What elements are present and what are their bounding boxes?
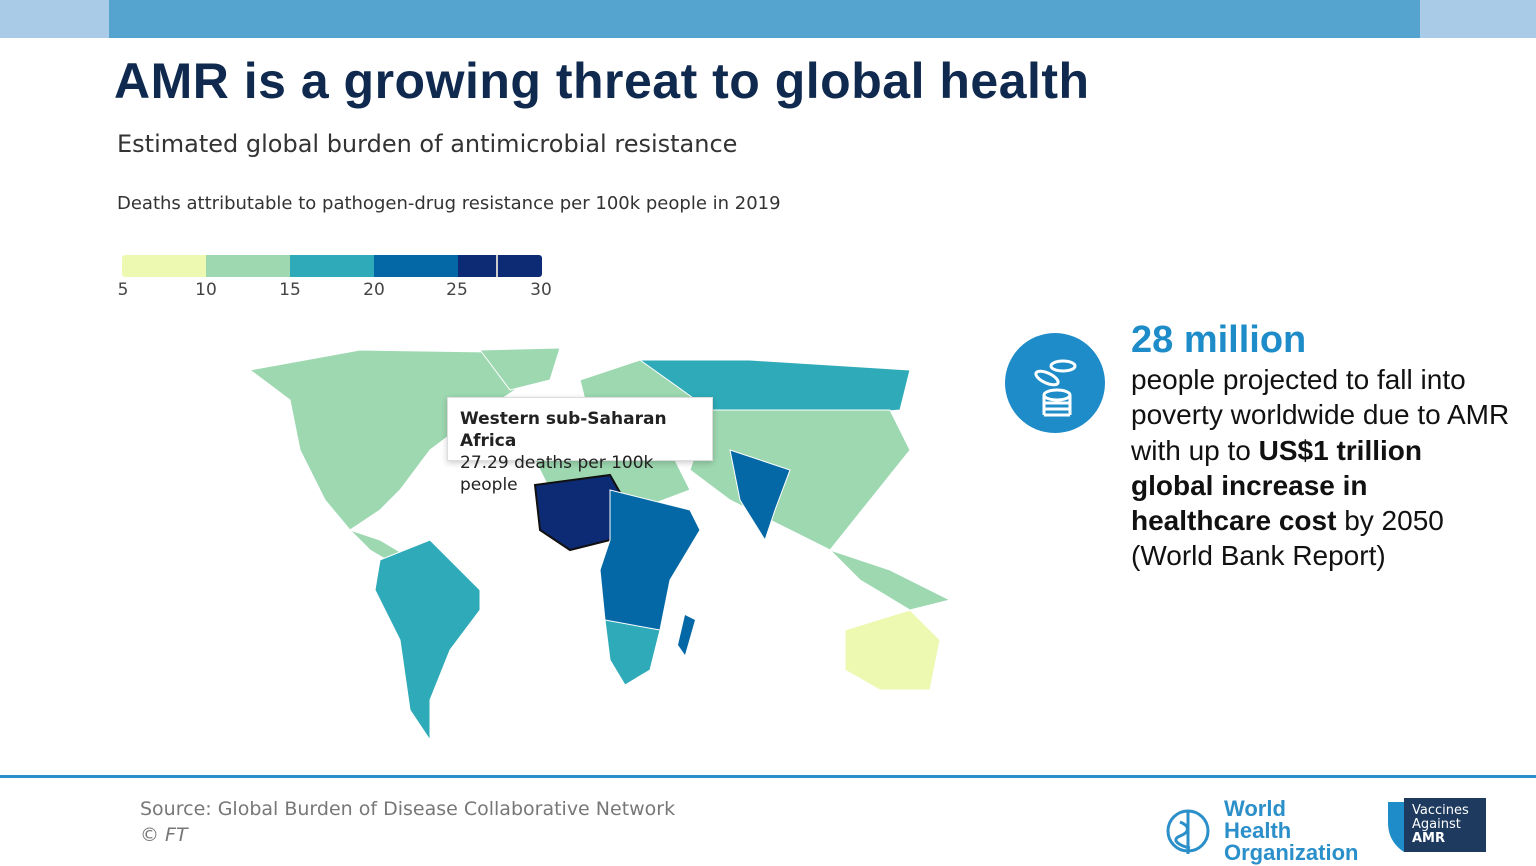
legend-tick: 20: [363, 280, 385, 300]
legend-tick: 30: [530, 280, 552, 300]
stat-headline: 28 million: [1131, 319, 1307, 361]
legend-tick: 5: [117, 280, 129, 300]
south-america: [374, 539, 481, 742]
tooltip-region: Western sub-Saharan Africa: [460, 409, 667, 451]
page-title: AMR is a growing threat to global health: [114, 53, 1090, 109]
map-caption: Deaths attributable to pathogen-drug res…: [117, 193, 781, 214]
map-tooltip: Western sub-Saharan Africa 27.29 deaths …: [447, 397, 713, 495]
shield-icon: [1388, 802, 1404, 852]
vaccines-against-amr-logo: Vaccines Against AMR: [1388, 798, 1486, 852]
vaa-line: AMR: [1412, 831, 1446, 846]
tooltip-value: 27.29 deaths per 100k people: [460, 453, 654, 495]
legend-tick: 25: [446, 280, 468, 300]
top-bar: [0, 0, 1536, 38]
copyright: © FT: [140, 824, 188, 846]
stat-text: people projected to fall into poverty wo…: [1131, 364, 1510, 466]
asia: [689, 409, 911, 551]
source-text: Source: Global Burden of Disease Collabo…: [140, 798, 676, 820]
who-name: World Health Organization: [1224, 796, 1359, 865]
stat-reference: (World Bank Report): [1131, 540, 1386, 572]
southern-africa: [604, 619, 661, 686]
subtitle: Estimated global burden of antimicrobial…: [117, 130, 738, 158]
stat-bold-text: US$1 trillion global increase in healthc…: [1131, 434, 1423, 537]
who-emblem-icon: [1166, 809, 1210, 854]
madagascar: [678, 615, 695, 655]
vaa-line: Against: [1412, 817, 1461, 832]
vaa-line: Vaccines: [1412, 803, 1469, 818]
footer-divider: [0, 775, 1536, 778]
southeast-asia: [829, 549, 952, 611]
who-logo: World Health Organization: [1158, 796, 1359, 865]
stat-block: 28 million people projected to fall into…: [1131, 318, 1511, 574]
source: Source: Global Burden of Disease Collabo…: [140, 796, 675, 848]
stat-text-2: by 2050: [1344, 505, 1444, 537]
india: [729, 449, 791, 542]
coins-icon: [1005, 333, 1105, 433]
legend-tick: 10: [195, 280, 217, 300]
color-legend: [122, 255, 542, 277]
legend-tick: 15: [279, 280, 301, 300]
greenland: [479, 347, 561, 391]
australia: [844, 609, 941, 691]
